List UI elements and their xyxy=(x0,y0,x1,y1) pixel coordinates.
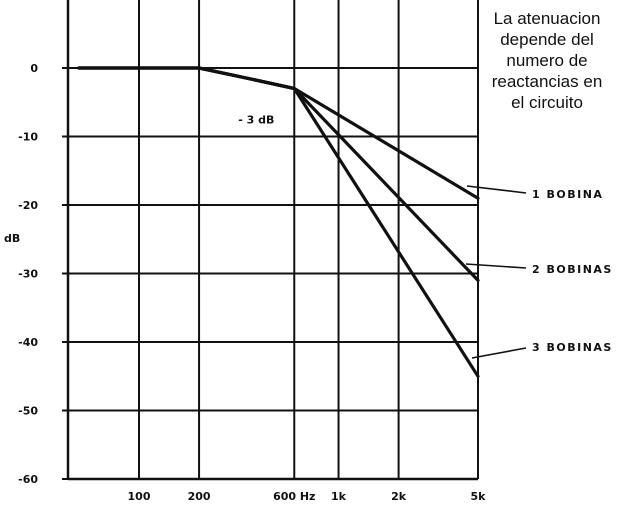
y-tick-label: -50 xyxy=(18,405,38,418)
y-tick-label: -20 xyxy=(18,199,38,212)
x-tick-label: 600 Hz xyxy=(273,490,315,503)
y-tick-label: -60 xyxy=(18,473,38,486)
series-label: 2 BOBINAS xyxy=(532,263,613,276)
chart-labels: 0 -10 -20 -30 -40 -50 -60 dB 100 200 600 Hz 1k 2k 5k 1… xyxy=(4,62,613,503)
annotation-line: el circuito xyxy=(511,93,583,112)
annotation-line: depende del xyxy=(500,30,594,49)
series-label: 3 BOBINAS xyxy=(532,341,613,354)
y-tick-label: 0 xyxy=(30,62,38,75)
chart-axes xyxy=(62,0,478,481)
annotation-line: La atenuacion xyxy=(493,9,601,28)
annotation-note: La atenuacion depende del numero de reac… xyxy=(472,8,622,113)
y-tick-label: -40 xyxy=(18,336,38,349)
chart-grid xyxy=(68,0,479,479)
series-leader-line xyxy=(466,185,527,194)
series-leader-line xyxy=(465,263,527,269)
series-leader-line xyxy=(471,347,527,359)
x-tick-label: 5k xyxy=(471,490,487,503)
annotation-line: numero de xyxy=(506,51,588,70)
x-tick-label: 100 xyxy=(128,490,151,503)
chart-series xyxy=(77,66,480,378)
series-leader-lines xyxy=(465,185,527,359)
annotation-line: reactancias en xyxy=(491,72,603,91)
y-tick-label: -10 xyxy=(18,131,38,144)
x-tick-label: 200 xyxy=(188,490,211,503)
point-annotation-label: - 3 dB xyxy=(238,114,274,127)
series-line-3 xyxy=(77,66,480,378)
y-axis-label: dB xyxy=(4,232,20,245)
series-label: 1 BOBINA xyxy=(532,188,603,201)
x-tick-label: 1k xyxy=(331,490,347,503)
y-tick-label: -30 xyxy=(18,268,38,281)
x-tick-label: 2k xyxy=(391,490,407,503)
